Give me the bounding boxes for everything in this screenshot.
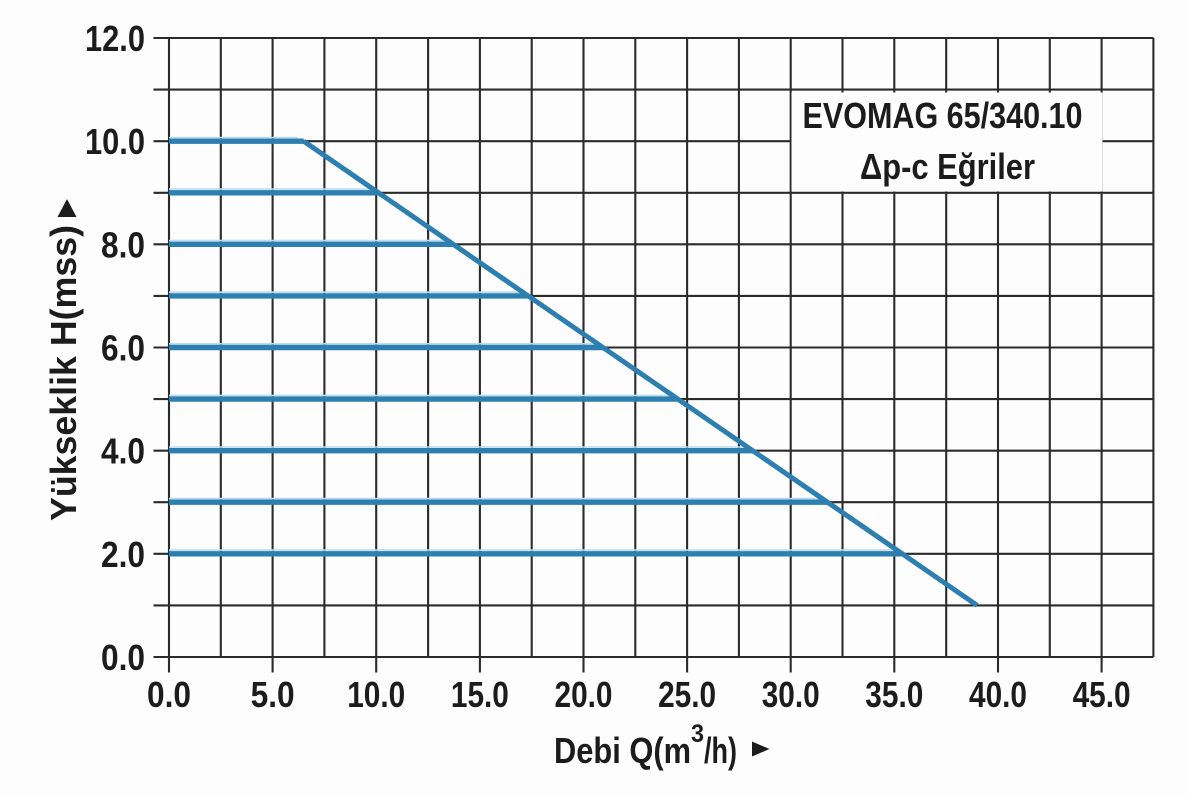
svg-text:5.0: 5.0 (251, 674, 295, 715)
svg-text:10.0: 10.0 (85, 121, 145, 162)
svg-text:/h): /h) (704, 730, 737, 771)
svg-text:Yükseklik H(mss): Yükseklik H(mss) (43, 225, 84, 521)
svg-text:45.0: 45.0 (1073, 674, 1131, 715)
svg-text:20.0: 20.0 (555, 674, 613, 715)
svg-text:6.0: 6.0 (101, 328, 145, 369)
svg-text:8.0: 8.0 (101, 224, 145, 265)
svg-text:EVOMAG 65/340.10: EVOMAG 65/340.10 (803, 95, 1083, 136)
svg-text:10.0: 10.0 (347, 674, 405, 715)
svg-text:35.0: 35.0 (865, 674, 923, 715)
svg-text:0.0: 0.0 (147, 674, 191, 715)
svg-text:25.0: 25.0 (658, 674, 716, 715)
svg-text:12.0: 12.0 (85, 18, 145, 59)
svg-text:40.0: 40.0 (969, 674, 1027, 715)
svg-text:15.0: 15.0 (451, 674, 509, 715)
svg-text:3: 3 (691, 720, 704, 748)
svg-text:4.0: 4.0 (101, 431, 145, 472)
svg-text:Δp-c Eğriler: Δp-c Eğriler (860, 146, 1035, 187)
svg-text:2.0: 2.0 (101, 534, 145, 575)
svg-text:0.0: 0.0 (101, 637, 145, 678)
svg-text:Debi Q(m: Debi Q(m (554, 730, 691, 771)
svg-text:30.0: 30.0 (762, 674, 820, 715)
